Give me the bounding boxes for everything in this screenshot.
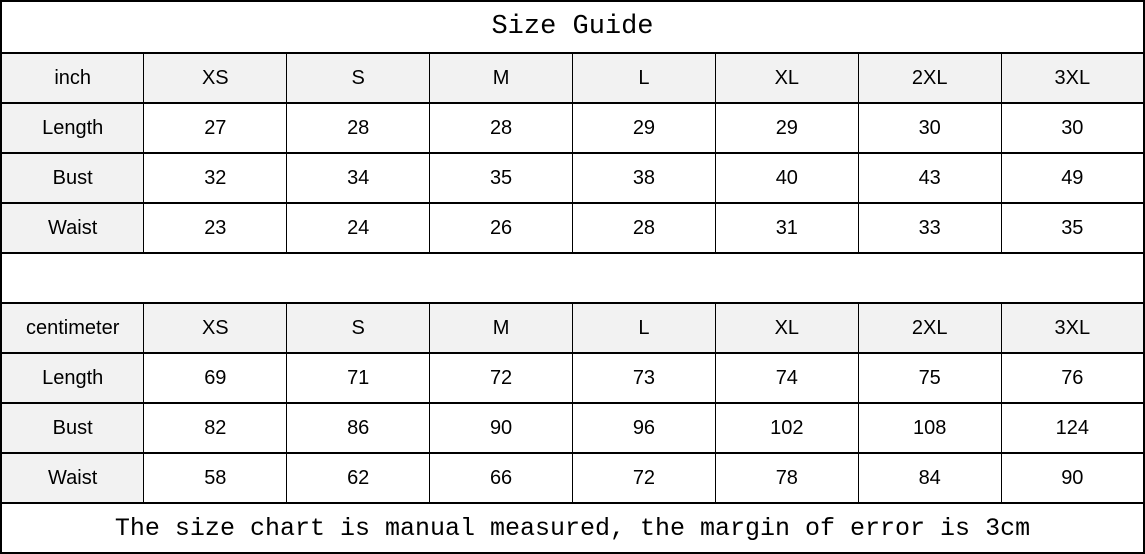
size-cell: 43 xyxy=(857,152,1002,204)
size-cell: 96 xyxy=(572,402,716,454)
size-cell: 27 xyxy=(143,102,288,154)
table-row: Bust 82 86 90 96 102 108 124 xyxy=(0,402,1145,454)
size-cell: 71 xyxy=(286,352,431,404)
size-cell: 102 xyxy=(714,402,859,454)
size-cell: 49 xyxy=(1000,152,1145,204)
size-cell: 72 xyxy=(429,352,573,404)
size-cell: 35 xyxy=(1000,202,1145,254)
size-col-header: XL xyxy=(714,52,859,104)
size-cell: 34 xyxy=(286,152,431,204)
size-col-header: 3XL xyxy=(1000,302,1145,354)
centimeter-header-row: centimeter XS S M L XL 2XL 3XL xyxy=(0,302,1145,354)
spacer-cell xyxy=(0,252,1145,304)
row-label-bust: Bust xyxy=(0,152,145,204)
size-cell: 90 xyxy=(429,402,573,454)
size-col-header: 3XL xyxy=(1000,52,1145,104)
size-cell: 62 xyxy=(286,452,431,504)
size-cell: 28 xyxy=(429,102,573,154)
size-cell: 40 xyxy=(714,152,859,204)
size-cell: 32 xyxy=(143,152,288,204)
inch-header-row: inch XS S M L XL 2XL 3XL xyxy=(0,52,1145,104)
size-cell: 72 xyxy=(572,452,716,504)
size-col-header: 2XL xyxy=(857,302,1002,354)
size-cell: 86 xyxy=(286,402,431,454)
size-col-header: XS xyxy=(143,52,288,104)
title-row: Size Guide xyxy=(0,0,1145,54)
size-col-header: 2XL xyxy=(857,52,1002,104)
size-cell: 69 xyxy=(143,352,288,404)
size-col-header: S xyxy=(286,302,431,354)
size-cell: 66 xyxy=(429,452,573,504)
spacer-row xyxy=(0,252,1145,304)
row-label-waist: Waist xyxy=(0,452,145,504)
size-cell: 30 xyxy=(857,102,1002,154)
size-cell: 29 xyxy=(714,102,859,154)
size-col-header: M xyxy=(429,52,573,104)
size-cell: 33 xyxy=(857,202,1002,254)
size-cell: 76 xyxy=(1000,352,1145,404)
size-cell: 78 xyxy=(714,452,859,504)
row-label-waist: Waist xyxy=(0,202,145,254)
table-row: Waist 23 24 26 28 31 33 35 xyxy=(0,202,1145,254)
size-cell: 74 xyxy=(714,352,859,404)
row-label-length: Length xyxy=(0,352,145,404)
size-cell: 24 xyxy=(286,202,431,254)
size-cell: 90 xyxy=(1000,452,1145,504)
size-cell: 73 xyxy=(572,352,716,404)
size-cell: 29 xyxy=(572,102,716,154)
table-row: Length 27 28 28 29 29 30 30 xyxy=(0,102,1145,154)
size-cell: 30 xyxy=(1000,102,1145,154)
row-label-length: Length xyxy=(0,102,145,154)
size-cell: 23 xyxy=(143,202,288,254)
size-cell: 31 xyxy=(714,202,859,254)
size-cell: 58 xyxy=(143,452,288,504)
size-col-header: M xyxy=(429,302,573,354)
table-row: Bust 32 34 35 38 40 43 49 xyxy=(0,152,1145,204)
unit-label-centimeter: centimeter xyxy=(0,302,145,354)
size-col-header: L xyxy=(572,302,716,354)
table-row: Waist 58 62 66 72 78 84 90 xyxy=(0,452,1145,504)
size-cell: 35 xyxy=(429,152,573,204)
page-title: Size Guide xyxy=(0,0,1145,54)
row-label-bust: Bust xyxy=(0,402,145,454)
table-row: Length 69 71 72 73 74 75 76 xyxy=(0,352,1145,404)
size-cell: 26 xyxy=(429,202,573,254)
unit-label-inch: inch xyxy=(0,52,145,104)
size-col-header: XS xyxy=(143,302,288,354)
measurement-note: The size chart is manual measured, the m… xyxy=(0,502,1145,554)
size-cell: 108 xyxy=(857,402,1002,454)
size-col-header: XL xyxy=(714,302,859,354)
size-cell: 28 xyxy=(572,202,716,254)
size-cell: 38 xyxy=(572,152,716,204)
size-col-header: S xyxy=(286,52,431,104)
size-cell: 75 xyxy=(857,352,1002,404)
size-cell: 28 xyxy=(286,102,431,154)
size-col-header: L xyxy=(572,52,716,104)
size-cell: 124 xyxy=(1000,402,1145,454)
size-cell: 84 xyxy=(857,452,1002,504)
size-cell: 82 xyxy=(143,402,288,454)
footer-row: The size chart is manual measured, the m… xyxy=(0,502,1145,554)
